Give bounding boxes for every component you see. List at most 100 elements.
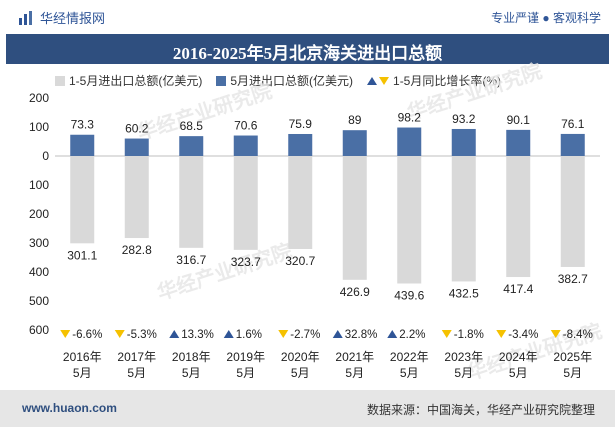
y-tick-label: 300: [29, 236, 49, 250]
growth-label: -6.6%: [72, 329, 102, 341]
data-label-monthly: 76.1: [561, 117, 585, 131]
bar-monthly: [70, 134, 95, 156]
growth-down-triangle: [278, 330, 289, 338]
bar-cumulative: [397, 156, 422, 284]
y-tick-label: 200: [29, 207, 49, 221]
bar-cumulative: [342, 156, 367, 280]
legend-label-monthly: 5月进出口总额(亿美元): [230, 74, 354, 88]
growth-label: 2.2%: [399, 329, 425, 341]
legend-item-growth: 1-5月同比增长率(%): [367, 72, 501, 89]
y-tick-label: 0: [42, 149, 49, 163]
footer-source: 数据来源：中国海关，华经产业研究院整理: [366, 403, 595, 417]
bar-monthly: [506, 129, 531, 156]
bar-monthly: [342, 130, 367, 156]
growth-down-triangle: [114, 330, 125, 338]
growth-down-triangle: [60, 330, 71, 338]
growth-down-triangle: [496, 330, 507, 338]
bar-cumulative: [179, 156, 204, 248]
growth-up-triangle: [169, 330, 180, 338]
bar-cumulative: [124, 156, 149, 239]
bar-monthly: [451, 128, 476, 156]
data-label-monthly: 68.5: [180, 119, 204, 133]
x-tick-label: 5月: [563, 366, 582, 380]
x-tick-label: 5月: [400, 366, 419, 380]
watermark: 华经产业研究院: [134, 79, 275, 145]
growth-label: -3.4%: [508, 329, 538, 341]
growth-up-triangle: [223, 330, 234, 338]
data-label-cumulative: 320.7: [285, 254, 315, 268]
y-tick-label: 100: [29, 120, 49, 134]
data-label-monthly: 73.3: [71, 118, 95, 132]
bar-cumulative: [506, 156, 531, 278]
data-label-cumulative: 439.6: [394, 288, 424, 302]
y-tick-label: 200: [29, 91, 49, 105]
legend-swatch-monthly: [216, 75, 227, 86]
bar-cumulative: [288, 156, 313, 250]
watermark: 华经产业研究院: [154, 239, 295, 305]
brand[interactable]: 华经情报网: [18, 8, 105, 27]
growth-label: -8.4%: [563, 329, 593, 341]
y-tick-label: 600: [29, 323, 49, 337]
data-label-cumulative: 417.4: [503, 282, 533, 296]
data-label-monthly: 75.9: [289, 117, 313, 131]
title-bar: 2016-2025年5月北京海关进出口总额: [6, 34, 609, 64]
growth-label: 1.6%: [236, 329, 262, 341]
x-tick-label: 5月: [509, 366, 528, 380]
data-label-cumulative: 432.5: [449, 286, 479, 300]
bar-cumulative: [451, 156, 476, 282]
data-label-monthly: 60.2: [125, 122, 149, 136]
chart-title: 2016-2025年5月北京海关进出口总额: [172, 44, 443, 63]
bar-cumulative: [233, 156, 258, 250]
growth-label: 32.8%: [345, 329, 378, 341]
legend-label-cumulative: 1-5月进出口总额(亿美元): [69, 74, 203, 88]
x-tick-label: 2021年: [335, 350, 374, 364]
bar-cumulative: [70, 156, 95, 244]
footer-site-link[interactable]: www.huaon.com: [22, 401, 117, 415]
legend-label-growth: 1-5月同比增长率(%): [393, 74, 502, 88]
data-label-cumulative: 426.9: [340, 285, 370, 299]
bar-monthly: [288, 133, 313, 156]
x-tick-label: 2018年: [172, 350, 211, 364]
bar-monthly: [397, 127, 422, 156]
growth-label: 13.3%: [181, 329, 214, 341]
legend: 1-5月进出口总额(亿美元) 5月进出口总额(亿美元) 1-5月同比增长率(%): [55, 72, 515, 89]
x-tick-label: 5月: [236, 366, 255, 380]
x-tick-label: 5月: [291, 366, 310, 380]
x-tick-label: 2024年: [499, 350, 538, 364]
x-tick-label: 2017年: [117, 350, 156, 364]
bar-monthly: [179, 136, 204, 156]
y-tick-label: 400: [29, 265, 49, 279]
x-tick-label: 2016年: [63, 350, 102, 364]
growth-down-triangle: [441, 330, 452, 338]
data-label-cumulative: 316.7: [176, 253, 206, 267]
data-label-cumulative: 282.8: [122, 243, 152, 257]
x-tick-label: 2020年: [281, 350, 320, 364]
x-tick-label: 5月: [454, 366, 473, 380]
legend-item-cumulative: 1-5月进出口总额(亿美元): [55, 72, 202, 89]
brand-name: 华经情报网: [40, 11, 106, 26]
legend-item-monthly: 5月进出口总额(亿美元): [216, 72, 353, 89]
growth-label: -2.7%: [290, 329, 320, 341]
x-tick-label: 2019年: [226, 350, 265, 364]
tagline: 专业严谨 ● 客观科学: [491, 11, 601, 25]
x-tick-label: 2022年: [390, 350, 429, 364]
brand-logo-icon: [19, 10, 32, 25]
chart-area: 华经产业研究院 华经产业研究院华经产业研究院华经产业研究院200100010020…: [29, 59, 605, 385]
data-label-monthly: 89: [348, 113, 362, 127]
x-tick-label: 5月: [73, 366, 92, 380]
legend-up-triangle-icon: [367, 76, 378, 85]
data-label-cumulative: 301.1: [67, 248, 97, 262]
bar-cumulative: [560, 156, 585, 267]
footer: www.huaon.com 数据来源：中国海关，华经产业研究院整理: [0, 390, 615, 427]
x-tick-label: 5月: [345, 366, 364, 380]
bar-monthly: [124, 138, 149, 156]
growth-label: -1.8%: [454, 329, 484, 341]
top-bar: 华经情报网 专业严谨 ● 客观科学: [0, 0, 615, 34]
data-label-cumulative: 323.7: [231, 255, 261, 269]
growth-up-triangle: [387, 330, 398, 338]
y-tick-label: 100: [29, 178, 49, 192]
x-tick-label: 2025年: [553, 350, 592, 364]
legend-down-triangle-icon: [379, 76, 390, 85]
data-label-monthly: 90.1: [507, 113, 531, 127]
legend-swatch-cumulative: [55, 75, 65, 86]
